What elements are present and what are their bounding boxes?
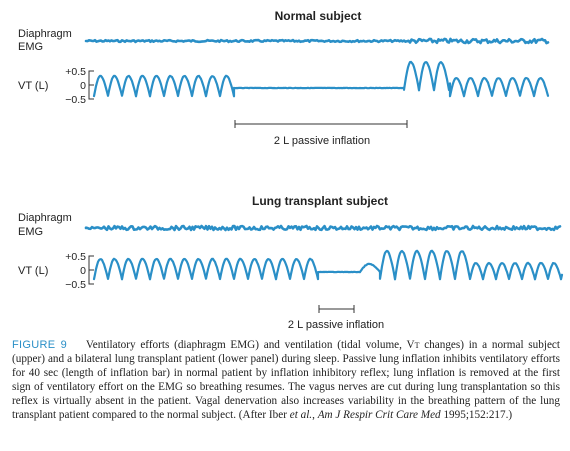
caption-journal: Am J Respir Crit Care Med: [317, 408, 441, 421]
panel-transplant: Lung transplant subject Diaphragm EMG VT…: [18, 194, 564, 331]
caption-et-al: et al.: [289, 408, 313, 421]
emg-trace: [84, 37, 550, 45]
tick-label-zero: 0: [80, 80, 86, 92]
tick-label-top: +0.5: [65, 251, 86, 263]
tick-label-bottom: −0.5: [65, 279, 86, 291]
caption-text: ,: [312, 408, 318, 421]
caption-text: Ventilatory efforts (diaphragm EMG) and …: [85, 339, 415, 351]
emg-label-line1: Diaphragm: [18, 28, 72, 40]
figure-caption: FIGURE 9 Ventilatory efforts (diaphragm …: [12, 339, 560, 422]
caption-text: 1995;152:217.): [440, 408, 513, 421]
vt-subscript: T: [414, 341, 420, 350]
tick-label-bottom: −0.5: [65, 94, 86, 106]
inflation-bar-label: 2 L passive inflation: [274, 135, 370, 147]
panel-normal: Normal subject Diaphragm EMG VT (L) +0.5…: [18, 9, 550, 147]
inflation-bar: [318, 305, 355, 313]
tick-label-zero: 0: [80, 265, 86, 277]
panel-title: Lung transplant subject: [252, 194, 388, 208]
emg-label-line1: Diaphragm: [18, 212, 72, 224]
inflation-bar-label: 2 L passive inflation: [288, 319, 384, 331]
tick-label-top: +0.5: [65, 66, 86, 78]
emg-trace: [84, 224, 562, 232]
vt-trace: [92, 60, 550, 98]
vt-label: VT (L): [18, 265, 48, 277]
vt-axis: [88, 255, 94, 285]
emg-label-line2: EMG: [18, 226, 43, 238]
emg-label-line2: EMG: [18, 41, 43, 53]
caption-text: changes) in a normal subject (upper) and…: [12, 339, 560, 421]
figure-panels: Normal subject Diaphragm EMG VT (L) +0.5…: [18, 9, 564, 331]
vt-trace: [92, 249, 564, 281]
vt-axis: [88, 70, 94, 100]
panel-title: Normal subject: [275, 9, 362, 23]
figure-label: FIGURE 9: [12, 339, 68, 351]
inflation-bar: [234, 120, 408, 128]
vt-label: VT (L): [18, 80, 48, 92]
